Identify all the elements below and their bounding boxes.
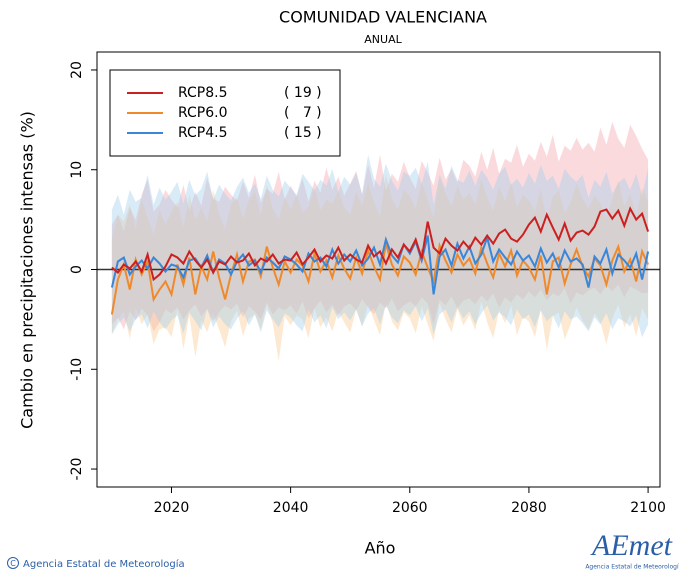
y-tick-label: 0 — [69, 265, 85, 274]
footer: Agencia Estatal de Meteorología — [23, 558, 185, 570]
legend-count: ( 19 ) — [284, 85, 322, 101]
copyright-icon — [7, 557, 19, 569]
y-axis-label: Cambio en precipitaciones intensas (%) — [18, 111, 37, 429]
x-tick-label: 2060 — [392, 500, 428, 516]
legend-count: ( 7 ) — [284, 105, 322, 121]
x-axis-label: Año — [365, 539, 396, 558]
legend-label: RCP6.0 — [178, 105, 228, 121]
logo-caption: Agencia Estatal de Meteorologí — [585, 564, 679, 571]
y-tick-label: 20 — [69, 61, 85, 79]
y-tick-label: -20 — [69, 458, 85, 481]
logo: AEmet — [590, 529, 673, 562]
y-tick-label: 10 — [69, 161, 85, 179]
series-line — [111, 206, 650, 282]
y-tick-label: -10 — [69, 358, 85, 381]
range-band — [111, 154, 649, 338]
x-tick-label: 2020 — [154, 500, 190, 516]
range-band — [111, 121, 649, 332]
copyright-c: C — [10, 559, 16, 568]
x-tick-label: 2040 — [273, 500, 309, 516]
x-tick-label: 2100 — [630, 500, 666, 516]
legend-label: RCP4.5 — [178, 125, 228, 141]
x-tick-label: 2080 — [511, 500, 547, 516]
chart-title: COMUNIDAD VALENCIANA — [279, 8, 487, 27]
chart-subtitle: ANUAL — [364, 33, 402, 46]
legend-count: ( 15 ) — [284, 125, 322, 141]
plot-area — [97, 121, 660, 362]
range-band — [111, 174, 649, 362]
legend-label: RCP8.5 — [178, 85, 228, 101]
